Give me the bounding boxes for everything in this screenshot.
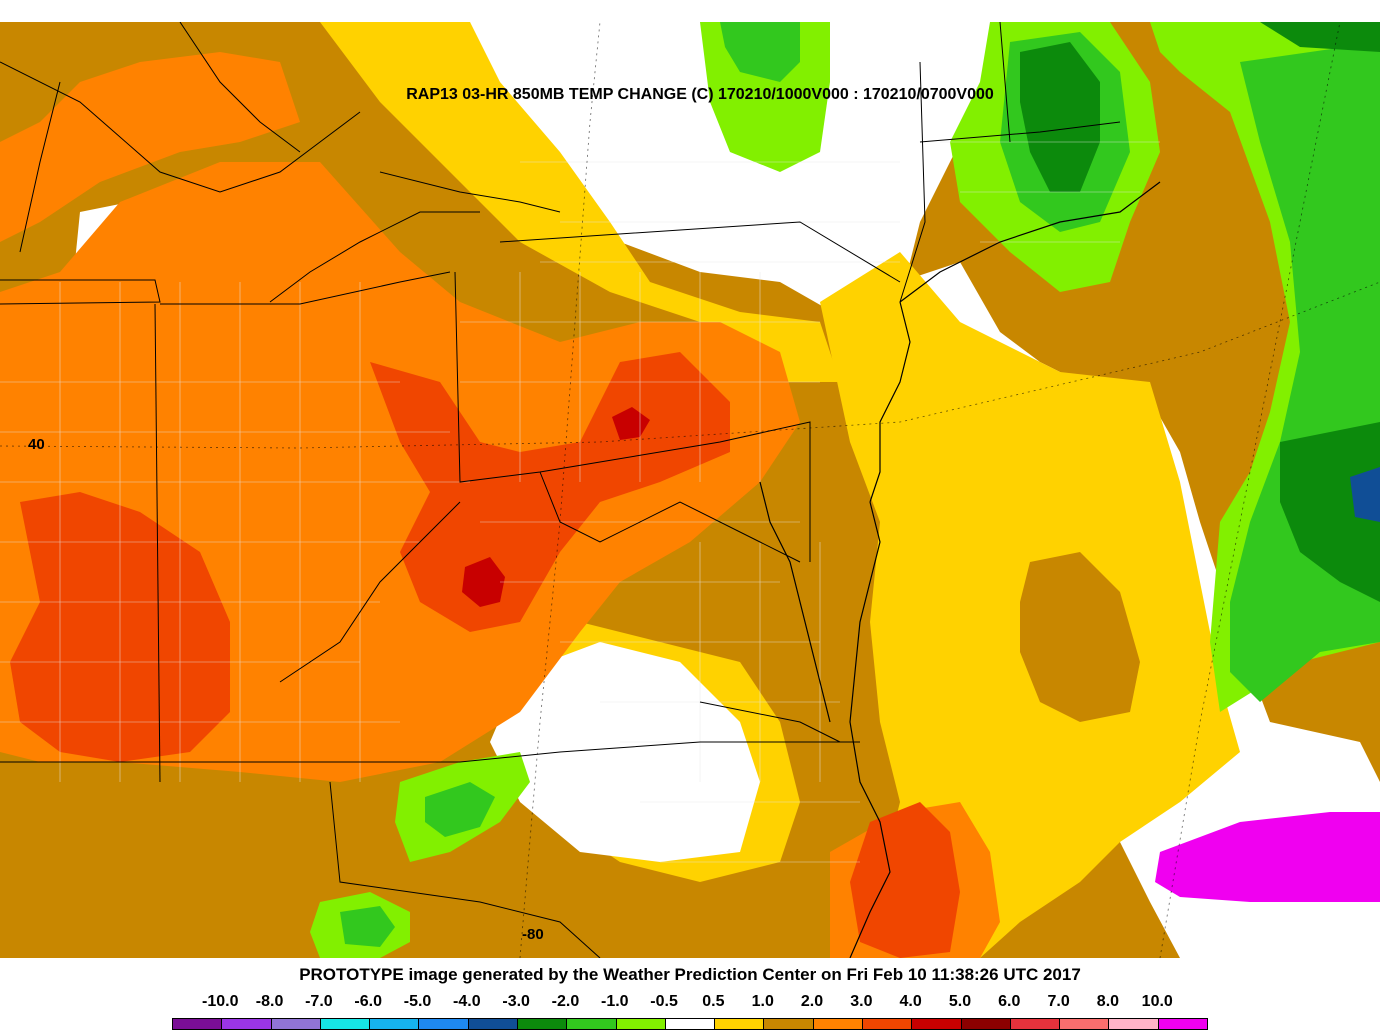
field-green-ne: [720, 22, 800, 82]
field-darkgreen-ocean: [1280, 422, 1380, 602]
legend-swatch: [1060, 1019, 1110, 1029]
legend-swatch: [813, 1019, 863, 1029]
legend-swatch: [173, 1019, 223, 1029]
legend-swatch: [616, 1019, 666, 1029]
field-navy-spot: [1350, 467, 1380, 522]
legend-label: 7.0: [1047, 993, 1070, 1010]
legend-label: -4.0: [453, 993, 481, 1010]
legend-label: 10.0: [1141, 993, 1173, 1010]
legend-labels: -10.0 -8.0 -7.0 -6.0 -5.0 -4.0 -3.0 -2.0…: [172, 993, 1208, 1013]
legend-color-bar: [172, 1018, 1208, 1030]
legend-label: -3.0: [502, 993, 530, 1010]
legend-swatch: [468, 1019, 518, 1029]
legend-swatch: [665, 1019, 716, 1029]
legend-label: -1.0: [600, 993, 629, 1010]
legend-swatch: [370, 1019, 420, 1029]
legend-swatch: [1109, 1019, 1159, 1029]
field-zero-ne: [470, 22, 1010, 322]
map-title: RAP13 03-HR 850MB TEMP CHANGE (C) 170210…: [406, 86, 994, 103]
field-gold-ocean: [1020, 552, 1140, 722]
legend-swatch: [419, 1019, 469, 1029]
field-redorange-nc: [850, 802, 960, 958]
legend-swatch: [271, 1019, 321, 1029]
coastline: [759, 181, 1161, 958]
legend-swatch: [1158, 1019, 1207, 1029]
field-red-spot-2: [612, 407, 650, 440]
legend-label: 8.0: [1096, 993, 1120, 1010]
legend-label: 3.0: [850, 993, 873, 1010]
legend-swatch: [862, 1019, 913, 1029]
legend-label: 1.0: [751, 993, 774, 1010]
legend-label: -7.0: [305, 993, 333, 1010]
legend-label: 2.0: [800, 993, 824, 1010]
field-darkgreen-top: [1260, 22, 1380, 52]
field-yellow-north: [320, 22, 840, 382]
legend-label: 4.0: [899, 993, 922, 1010]
footer: PROTOTYPE image generated by the Weather…: [0, 958, 1380, 1035]
field-green-sc: [340, 906, 395, 947]
legend-label: -6.0: [354, 993, 382, 1010]
legend-swatch: [764, 1019, 814, 1029]
legend-swatch: [961, 1019, 1011, 1029]
credit-line: PROTOTYPE image generated by the Weather…: [299, 965, 1081, 984]
legend-swatch: [222, 1019, 272, 1029]
county-lines: [0, 141, 1160, 863]
legend-label: 0.5: [702, 993, 725, 1010]
legend-swatch: [320, 1019, 371, 1029]
legend-swatch: [912, 1019, 962, 1029]
field-magenta-se: [1155, 812, 1380, 902]
field-darkgreen-newengland: [1020, 42, 1100, 192]
field-red-spot-1: [462, 557, 505, 607]
legend-label: -0.5: [650, 993, 678, 1010]
field-zero-center: [490, 642, 760, 862]
temperature-change-map: [0, 22, 1380, 958]
graticule: [0, 22, 1380, 958]
state-lines: [0, 22, 1121, 958]
legend-swatch: [715, 1019, 765, 1029]
legend-label: 5.0: [948, 993, 972, 1010]
legend-swatch: [517, 1019, 568, 1029]
latitude-label-40: 40: [28, 436, 45, 453]
legend-label: -10.0: [202, 993, 239, 1010]
legend-swatch: [1010, 1019, 1061, 1029]
longitude-label-minus80: -80: [522, 926, 544, 943]
legend-swatch: [567, 1019, 617, 1029]
legend-label: -2.0: [551, 993, 580, 1010]
map-view: RAP13 03-HR 850MB TEMP CHANGE (C) 170210…: [0, 22, 1380, 958]
legend-label: -5.0: [403, 993, 432, 1010]
field-green-southwest: [425, 782, 495, 837]
legend-label: -8.0: [255, 993, 284, 1010]
legend-label: 6.0: [998, 993, 1021, 1010]
